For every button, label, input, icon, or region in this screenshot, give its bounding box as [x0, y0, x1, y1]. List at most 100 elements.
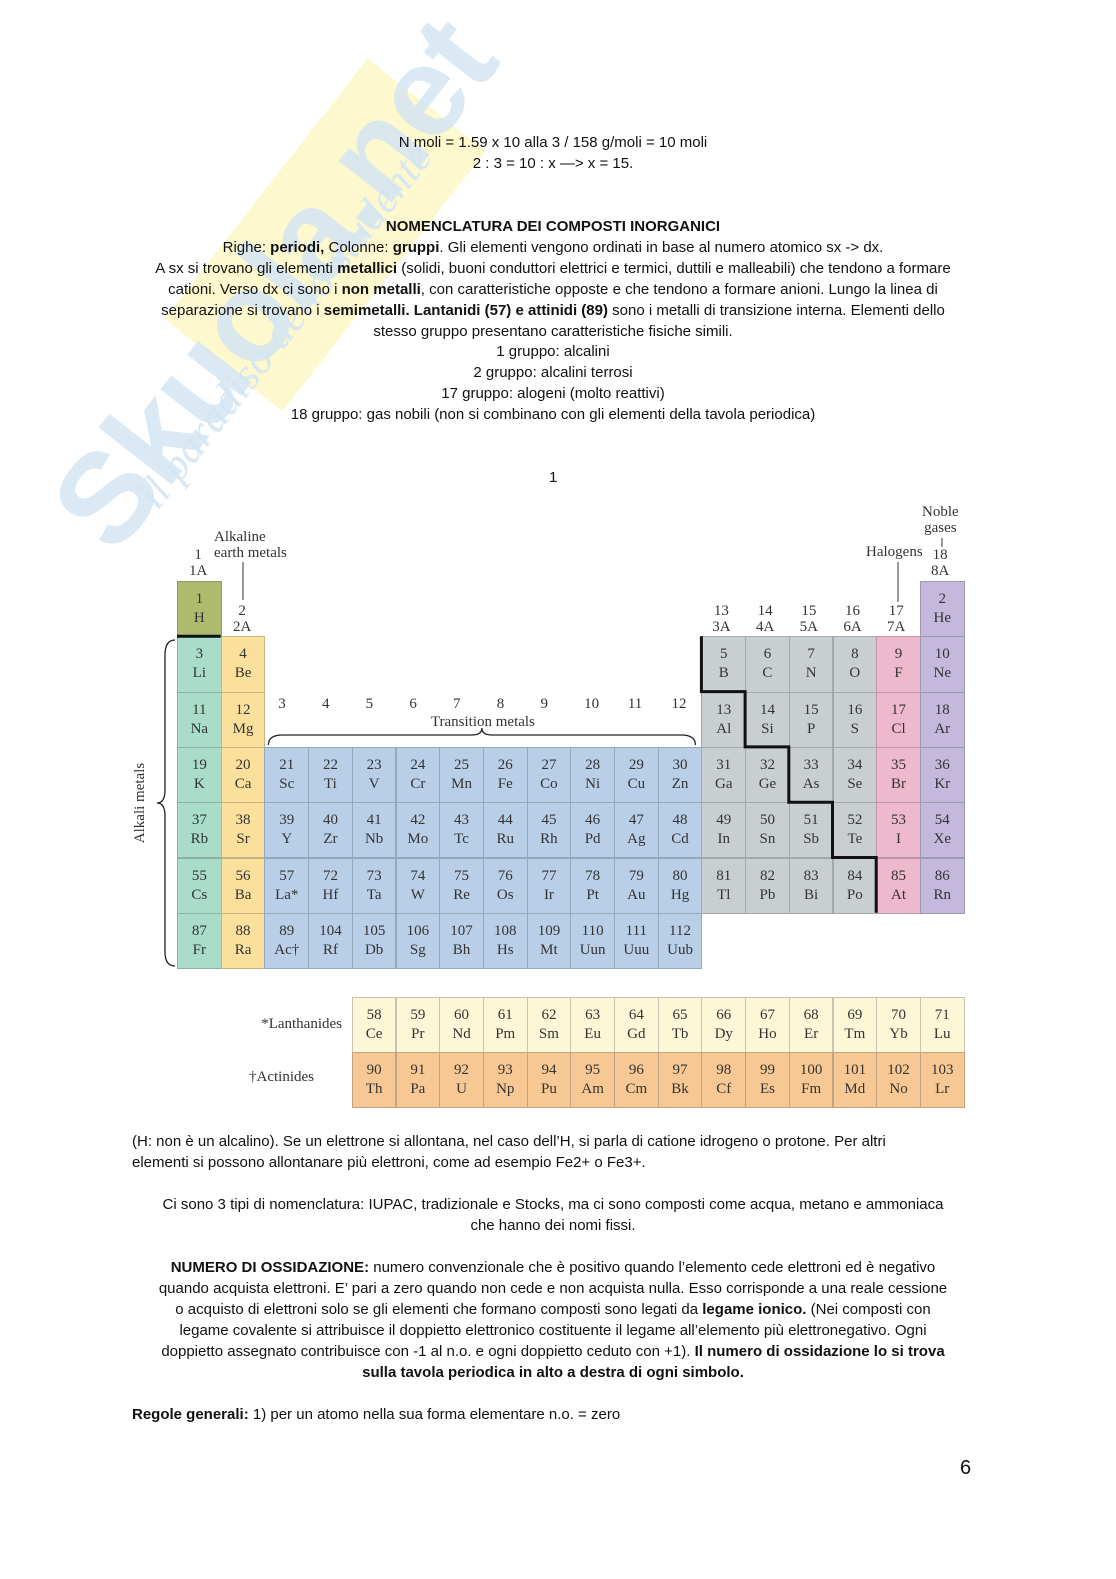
atomic-number: 33	[803, 756, 819, 773]
element-cell-ni: 28 Ni	[570, 746, 615, 804]
atomic-number: 56	[235, 867, 251, 884]
element-symbol: C	[762, 665, 773, 682]
element-symbol: Pt	[586, 886, 599, 903]
element-symbol: Sc	[279, 775, 295, 792]
text-line: (H: non è un alcalino). Se un elettrone …	[132, 1132, 886, 1153]
bold-text: NUMERO DI OSSIDAZIONE:	[170, 1259, 370, 1276]
element-symbol: Li	[192, 665, 207, 682]
element-symbol: In	[717, 831, 730, 848]
text: Colonne:	[324, 238, 393, 256]
atomic-number: 54	[934, 812, 950, 829]
text-line: cationi. Verso dx ci sono i non metalli,…	[0, 280, 1106, 301]
atomic-number: 58	[366, 1007, 382, 1023]
text-line: 17 gruppo: alogeni (molto reattivi)	[0, 384, 1106, 405]
bold-text: sulla tavola periodica in alto a destra …	[362, 1363, 744, 1381]
element-symbol: Rb	[190, 831, 209, 848]
element-symbol: N	[805, 665, 817, 682]
alkaline-earth-metals-label: Alkaline earth metals	[214, 529, 287, 561]
text-line: NUMERO DI OSSIDAZIONE: numero convenzion…	[0, 1258, 1106, 1279]
text-block: NUMERO DI OSSIDAZIONE: numero convenzion…	[0, 1258, 1106, 1383]
atomic-number: 16	[847, 701, 863, 718]
atomic-number: 53	[891, 812, 907, 829]
element-symbol: Ra	[234, 941, 252, 958]
atomic-number: 108	[493, 922, 517, 939]
element-symbol: Ge	[758, 775, 777, 792]
group-2-label: 2 2A	[233, 603, 252, 635]
text-line: o acquisto di elettroni solo se gli elem…	[0, 1300, 1106, 1321]
atomic-number: 85	[891, 867, 907, 884]
element-symbol: Pr	[411, 1026, 425, 1042]
atomic-number: 111	[625, 922, 648, 939]
bold-text: semimetalli. Lantanidi (57) e attinidi (…	[323, 301, 608, 319]
element-symbol: K	[193, 775, 205, 792]
atomic-number: 74	[410, 867, 426, 884]
atomic-number: 22	[322, 756, 338, 773]
element-symbol: Pb	[759, 886, 776, 903]
element-symbol: Ne	[933, 665, 951, 682]
text: stesso gruppo presentano caratteristiche…	[373, 322, 733, 340]
element-cell-uub: 112 Uub	[657, 912, 703, 970]
element-cell-li: 3 Li	[177, 636, 222, 693]
element-symbol: Ga	[714, 775, 733, 792]
text-line: 2 : 3 = 10 : x —> x = 15.	[0, 154, 1106, 175]
bold-text: metallici	[337, 259, 398, 277]
atomic-number: 66	[716, 1007, 732, 1023]
element-symbol: Cf	[716, 1081, 732, 1097]
element-cell-cl: 17 Cl	[876, 691, 921, 748]
element-symbol: Ba	[234, 886, 252, 903]
page-number: 6	[960, 1457, 972, 1479]
alkali-metals-brace	[156, 639, 176, 967]
text: Ci sono 3 tipi di nomenclatura: IUPAC, t…	[162, 1196, 944, 1213]
atomic-number: 67	[759, 1007, 775, 1023]
element-cell-pd: 46 Pd	[570, 802, 615, 859]
element-cell-al: 13 Al	[701, 691, 747, 748]
text-block: N moli = 1.59 x 10 alla 3 / 158 g/moli =…	[0, 133, 1106, 175]
text: N moli = 1.59 x 10 alla 3 / 158 g/moli =…	[398, 134, 708, 151]
element-cell-tc: 43 Tc	[439, 802, 484, 859]
text-line: legame covalente si attribuisce il doppi…	[0, 1321, 1106, 1342]
element-symbol: Cl	[891, 720, 906, 737]
element-symbol: Bi	[804, 886, 819, 903]
atomic-number: 18	[934, 701, 950, 718]
atomic-number: 39	[279, 812, 295, 829]
lanthanides-label: *Lanthanides	[261, 1016, 342, 1032]
element-cell-mt: 109 Mt	[526, 912, 572, 970]
element-cell-no: 102 No	[876, 1052, 921, 1109]
bold-text: NOMENCLATURA DEI COMPOSTI INORGANICI	[385, 218, 721, 235]
element-symbol: Mo	[407, 831, 429, 848]
atomic-number: 112	[669, 922, 691, 939]
atomic-number: 87	[191, 922, 207, 939]
element-symbol: Mg	[232, 720, 254, 737]
element-symbol: Db	[364, 941, 384, 958]
atomic-number: 98	[716, 1062, 732, 1078]
atomic-number: 80	[672, 867, 688, 884]
atomic-number: 6	[763, 646, 772, 663]
atomic-number: 19	[191, 756, 207, 773]
atomic-number: 90	[366, 1062, 382, 1078]
atomic-number: 84	[847, 867, 863, 884]
text: doppietto assegnato contribuisce con -1 …	[161, 1342, 695, 1360]
element-symbol: Cs	[191, 886, 208, 903]
element-symbol: Pd	[584, 831, 601, 848]
element-cell-po: 84 Po	[832, 857, 878, 914]
element-symbol: Ir	[543, 886, 554, 903]
element-symbol: Yb	[889, 1026, 908, 1042]
figure-number: 1	[549, 469, 558, 486]
element-cell-th: 90 Th	[351, 1052, 397, 1109]
atomic-number: 75	[454, 867, 470, 884]
group-label: 15 5A	[799, 603, 818, 635]
element-symbol: S	[850, 720, 860, 737]
element-symbol: P	[806, 720, 816, 737]
element-cell-ca: 20 Ca	[220, 746, 266, 804]
atomic-number: 100	[799, 1062, 823, 1078]
atomic-number: 7	[807, 646, 815, 663]
element-cell-pu: 94 Pu	[526, 1052, 572, 1109]
element-symbol: Xe	[933, 831, 951, 848]
text: numero convenzionale che è positivo quan…	[369, 1259, 936, 1276]
element-symbol: Ac†	[274, 941, 300, 958]
element-symbol: Ni	[585, 775, 601, 792]
bold-text: Regole generali:	[132, 1406, 249, 1423]
text: sono i metalli di transizione interna. E…	[607, 301, 945, 319]
